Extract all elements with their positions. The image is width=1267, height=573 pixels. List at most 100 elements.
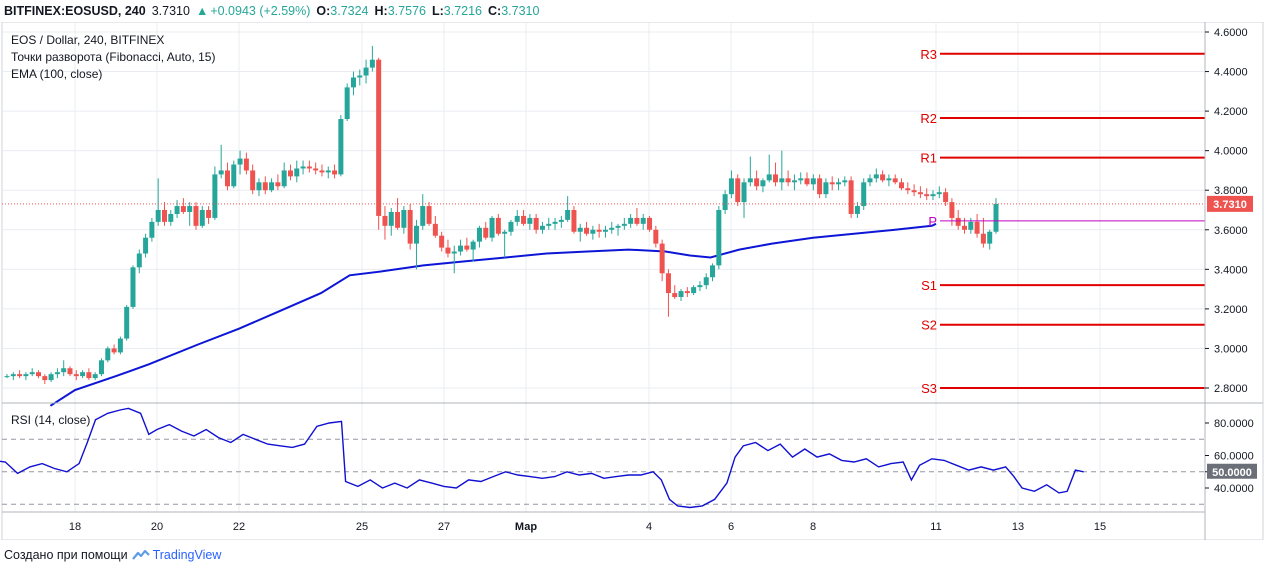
candle-up (155, 210, 161, 222)
time-tick-label: 22 (233, 521, 245, 533)
rsi-badge-text: 50.0000 (1212, 467, 1252, 479)
candle-up (527, 217, 533, 224)
candle-down (962, 225, 968, 230)
candle-up (703, 277, 709, 286)
candle-down (848, 180, 854, 214)
candle-up (199, 210, 205, 226)
price-tick-label: 4.2000 (1214, 106, 1248, 118)
candle-down (917, 192, 923, 195)
candle-up (149, 221, 155, 238)
candle-down (407, 210, 413, 244)
candle-up (508, 221, 514, 232)
rsi-badge-bg (1207, 463, 1257, 479)
low-value: 3.7216 (443, 4, 482, 18)
candle-down (634, 217, 640, 224)
candle-up (987, 231, 993, 244)
candle-up (747, 178, 753, 183)
candle-up (602, 229, 608, 232)
candle-up (621, 223, 627, 226)
candle-down (521, 215, 527, 224)
chart-border (1, 21, 1264, 541)
pivot-label-r3: R3 (920, 47, 937, 62)
candle-up (61, 368, 67, 373)
candle-up (766, 174, 772, 181)
chart-frame[interactable]: R3 R2 R1 P S1 S2 S3 4.6000 4.4000 4.2000 4.0000 3.… (0, 21, 1267, 541)
time-tick-label: 27 (438, 521, 450, 533)
candle-up (609, 227, 615, 230)
candle-down (911, 190, 917, 193)
candle-down (86, 372, 92, 379)
rsi-axis[interactable]: 80.0000 60.0000 40.0000 (1205, 418, 1254, 495)
candle-down (73, 374, 79, 377)
candle-down (111, 348, 117, 353)
candle-down (880, 174, 886, 181)
close-value: 3.7310 (501, 4, 540, 18)
candle-down (206, 210, 212, 218)
candle-down (35, 372, 41, 377)
price-tick-label: 4.6000 (1214, 27, 1248, 39)
candle-up (722, 194, 728, 210)
close-label: C: (488, 4, 502, 18)
legend-pivots[interactable]: Точки разворота (Fibonacci, Auto, 15) (11, 50, 216, 64)
tradingview-brand: TradingView (152, 548, 222, 562)
candle-down (899, 182, 905, 189)
candle-down (955, 217, 961, 226)
tradingview-logo-icon (131, 549, 150, 560)
candle-down (432, 223, 438, 236)
up-arrow-icon: ▲ (195, 4, 209, 18)
candle-up (212, 174, 218, 218)
candle-down (483, 227, 489, 238)
legend-title[interactable]: EOS / Dollar, 240, BITFINEX (11, 33, 165, 47)
candle-down (376, 59, 382, 216)
symbol-header: BITFINEX:EOSUSD, 240 3.7310 ▲ +0.0943 (+… (4, 2, 539, 20)
last-price-badge: 3.7310 (1207, 195, 1253, 212)
candle-up (590, 229, 596, 234)
price-tick-label: 4.4000 (1214, 67, 1248, 79)
candle-up (401, 210, 407, 228)
time-tick-label: 20 (151, 521, 163, 533)
candle-up (873, 174, 879, 179)
time-axis[interactable]: 18 20 22 25 27 Мар 4 6 8 11 13 15 (69, 521, 1106, 533)
price-change: +0.0943 (+2.59%) (210, 4, 311, 18)
candle-down (647, 217, 653, 230)
candle-down (495, 217, 501, 234)
candle-up (458, 245, 464, 252)
price-chart-svg[interactable]: R3 R2 R1 P S1 S2 S3 4.6000 4.4000 4.2000 4.0000 3.… (0, 21, 1267, 541)
time-tick-label: 8 (810, 521, 816, 533)
price-tick-label: 3.8000 (1214, 185, 1248, 197)
candle-down (224, 170, 230, 187)
candle-up (10, 374, 16, 377)
rsi-tick-label: 80.0000 (1214, 418, 1254, 430)
candle-down (584, 227, 590, 234)
pivot-label-s3: S3 (921, 381, 937, 396)
candle-up (338, 119, 344, 175)
candle-down (974, 221, 980, 234)
candle-down (773, 174, 779, 183)
legend-ema[interactable]: EMA (100, close) (11, 67, 103, 81)
candle-up (728, 178, 734, 195)
rsi-tick-label: 60.0000 (1214, 451, 1254, 463)
candle-down (817, 178, 823, 195)
rsi-line (0, 407, 1084, 509)
legend-rsi[interactable]: RSI (14, close) (11, 413, 91, 427)
candle-up (237, 158, 243, 165)
candle-up (344, 87, 350, 120)
candle-down (659, 243, 665, 274)
candle-up (350, 77, 356, 88)
candle-up (577, 227, 583, 232)
pivot-label-p: P (928, 214, 937, 229)
candle-up (489, 217, 495, 238)
candle-up (823, 182, 829, 195)
ema-100-line (49, 222, 937, 407)
candle-up (363, 67, 369, 76)
tradingview-link[interactable]: TradingView (131, 548, 222, 562)
candle-up (697, 285, 703, 288)
price-axis[interactable]: 4.6000 4.4000 4.2000 4.0000 3.8000 3.6000 3.40… (1205, 27, 1248, 395)
candle-up (810, 178, 816, 185)
time-tick-label: 18 (69, 521, 81, 533)
candle-down (464, 245, 470, 250)
candle-down (180, 206, 186, 212)
rsi-legend: RSI (14, close) (11, 412, 90, 429)
candle-up (92, 374, 98, 379)
candle-up (80, 372, 86, 377)
